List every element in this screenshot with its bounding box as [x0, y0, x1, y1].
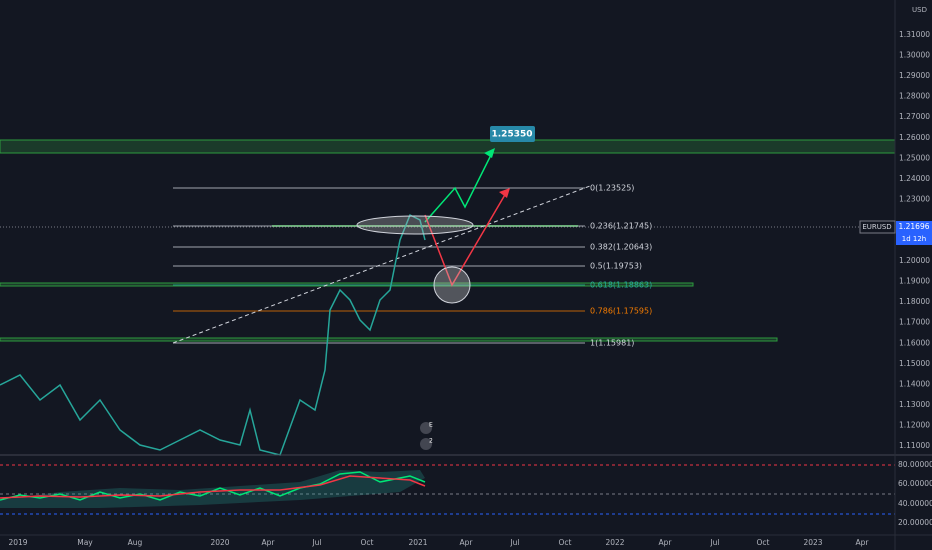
price-path — [0, 213, 426, 456]
arrowhead — [499, 188, 510, 198]
indicator-tick: 40.00000 — [898, 499, 932, 508]
price-tick: 1.17000 — [899, 318, 930, 327]
event-label: E — [429, 422, 433, 429]
resistance-zone — [0, 139, 896, 154]
price-tick: 1.16000 — [899, 338, 930, 347]
event-badge — [420, 438, 432, 450]
bull-projection — [424, 152, 493, 223]
time-tick: Jul — [709, 538, 719, 547]
target-label: 1.25350 — [492, 130, 533, 140]
price-tick: 1.12000 — [899, 420, 930, 429]
time-tick: Jul — [311, 538, 321, 547]
event-label: 2 — [429, 438, 433, 445]
indicator-band — [0, 470, 425, 508]
price-tick: 1.30000 — [899, 51, 930, 60]
price-tick: 1.23000 — [899, 194, 930, 203]
currency: USD — [912, 6, 927, 14]
price-tick: 1.15000 — [899, 359, 930, 368]
time-tick: Oct — [361, 538, 374, 547]
arrowhead — [484, 148, 495, 158]
target-box — [490, 126, 535, 142]
indicator-tick: 20.00000 — [898, 518, 932, 527]
time-tick: 2022 — [605, 538, 624, 547]
time-tick: Apr — [460, 538, 474, 547]
event-badge — [420, 422, 432, 434]
fib-label: 1(1.15981) — [590, 339, 634, 348]
fib-label: 0.5(1.19753) — [590, 262, 642, 271]
price-tick: 1.28000 — [899, 92, 930, 101]
price-tick: 1.11000 — [899, 441, 930, 450]
indicator-fast — [0, 471, 426, 501]
price-tick: 1.20000 — [899, 256, 930, 265]
price-tick: 1.13000 — [899, 400, 930, 409]
support-zone — [0, 337, 778, 342]
time-tick: 2023 — [803, 538, 822, 547]
indicator-tick: 60.00000 — [898, 479, 932, 488]
time-tick: 2021 — [408, 538, 427, 547]
price-tick: 1.18000 — [899, 297, 930, 306]
time-tick: Apr — [262, 538, 276, 547]
price-tick: 1.25000 — [899, 153, 930, 162]
time-tick: May — [77, 538, 93, 547]
symbol-badge — [859, 220, 896, 234]
price-tick: 1.31000 — [899, 30, 930, 39]
price-tick: 1.19000 — [899, 277, 930, 286]
price: 1.21696 — [898, 222, 929, 231]
indicator-levels — [0, 464, 895, 515]
price-badge — [896, 221, 932, 245]
fib-label: 0.618(1.18863) — [590, 281, 652, 290]
time-tick: Apr — [856, 538, 870, 547]
fib-label: 0.382(1.20643) — [590, 243, 652, 252]
time-tick: 2019 — [8, 538, 27, 547]
fib-label: 0.236(1.21745) — [590, 222, 652, 231]
highlight — [433, 266, 471, 304]
price-tick: 1.14000 — [899, 379, 930, 388]
support-zone — [0, 282, 694, 287]
time-tick: Apr — [659, 538, 673, 547]
indicator-slow — [0, 475, 426, 499]
fib-label: 0.786(1.17595) — [590, 307, 652, 316]
time-tick: Oct — [559, 538, 572, 547]
time-tick: Jul — [509, 538, 519, 547]
fib-lines — [173, 187, 585, 344]
countdown: 1d 12h — [902, 235, 926, 243]
indicator-tick: 80.00000 — [898, 460, 932, 469]
time-tick: 2020 — [210, 538, 229, 547]
symbol: EURUSD — [862, 223, 891, 231]
time-tick: Aug — [128, 538, 143, 547]
price-tick: 1.29000 — [899, 71, 930, 80]
trendline — [172, 185, 591, 344]
time-tick: Oct — [757, 538, 770, 547]
price-tick: 1.24000 — [899, 174, 930, 183]
price-tick: 1.27000 — [899, 112, 930, 121]
price-tick: 1.26000 — [899, 133, 930, 142]
highlight — [356, 215, 474, 235]
bear-projection — [424, 192, 507, 287]
fib-label: 0(1.23525) — [590, 184, 634, 193]
